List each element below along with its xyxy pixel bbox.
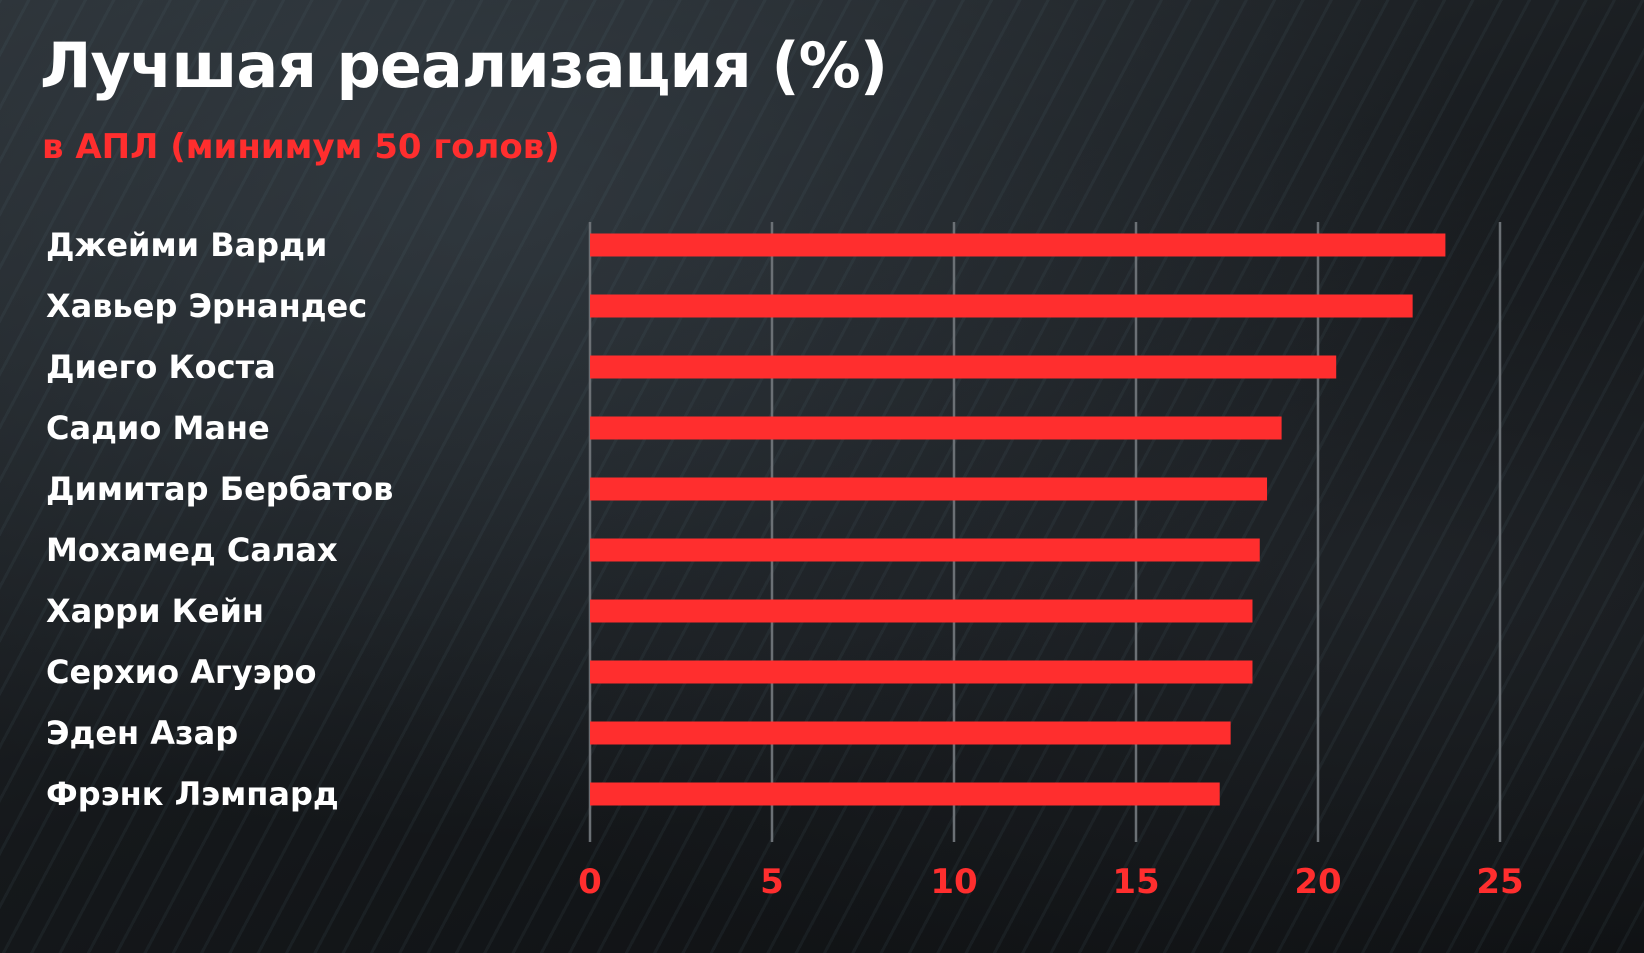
bar <box>590 416 1282 440</box>
x-tick-label: 25 <box>1476 862 1523 902</box>
category-label: Эден Азар <box>46 714 238 752</box>
bars <box>590 233 1446 806</box>
chart-subtitle: в АПЛ (минимум 50 голов) <box>42 127 560 167</box>
category-label: Фрэнк Лэмпард <box>46 775 339 813</box>
category-label: Серхио Агуэро <box>46 653 316 691</box>
x-tick-label: 0 <box>578 862 602 902</box>
chart-title: Лучшая реализация (%) <box>40 29 888 102</box>
category-label: Мохамед Салах <box>46 531 338 569</box>
bar <box>590 294 1413 318</box>
bar <box>590 782 1220 806</box>
category-label: Харри Кейн <box>46 592 264 630</box>
category-label: Хавьер Эрнандес <box>46 287 367 325</box>
x-axis-tick-labels: 0 5 10 15 20 25 <box>578 862 1524 902</box>
category-labels: Джейми Варди Хавьер Эрнандес Диего Коста Са… <box>46 226 393 813</box>
bar <box>590 477 1268 501</box>
bar <box>590 233 1446 257</box>
bar <box>590 599 1253 623</box>
x-tick-label: 15 <box>1112 862 1159 902</box>
x-tick-label: 10 <box>930 862 977 902</box>
bar <box>590 721 1231 745</box>
bar <box>590 355 1337 379</box>
category-label: Димитар Бербатов <box>46 470 393 508</box>
x-tick-label: 5 <box>760 862 784 902</box>
bar <box>590 660 1253 684</box>
category-label: Диего Коста <box>46 348 276 386</box>
bar <box>590 538 1260 562</box>
category-label: Садио Мане <box>46 409 270 447</box>
x-tick-label: 20 <box>1294 862 1341 902</box>
category-label: Джейми Варди <box>46 226 327 264</box>
